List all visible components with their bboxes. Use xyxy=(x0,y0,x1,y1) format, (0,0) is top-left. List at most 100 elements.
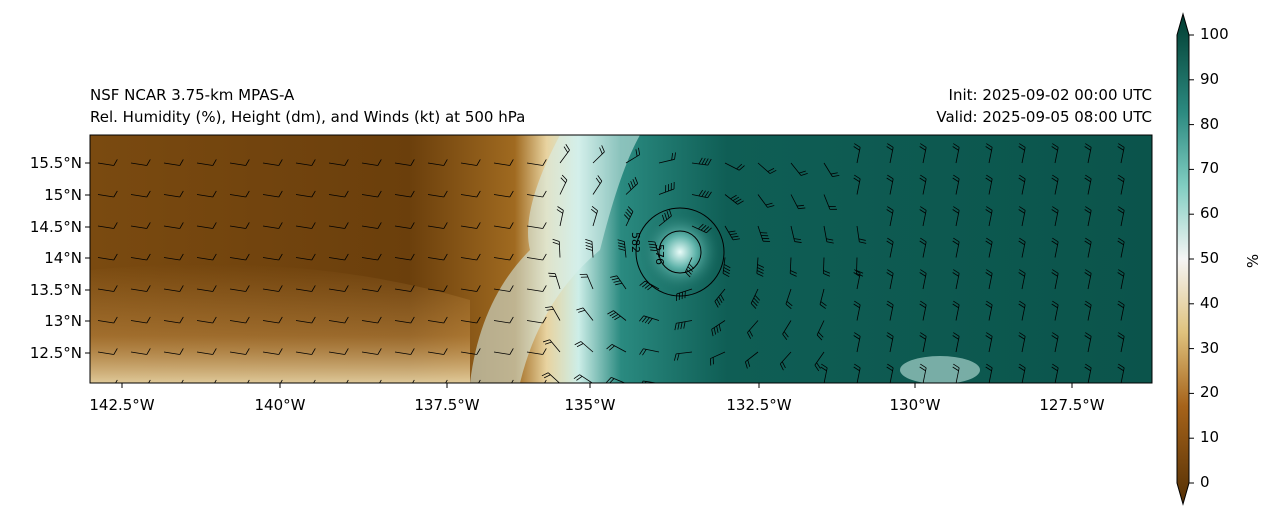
wind-barb xyxy=(262,190,283,198)
wind-barb xyxy=(541,372,561,383)
wind-barb xyxy=(493,285,514,292)
wind-barb xyxy=(1084,143,1092,164)
wind-barb xyxy=(163,316,184,324)
wind-barb xyxy=(756,257,765,277)
wind-barb xyxy=(853,174,861,195)
wind-barb xyxy=(952,237,960,258)
wind-barb xyxy=(328,348,349,355)
wind-barb xyxy=(97,222,118,229)
wind-barb xyxy=(952,143,960,164)
wind-barb xyxy=(610,275,627,290)
wind-barb xyxy=(691,189,712,199)
lon-tick-label: 137.5°W xyxy=(414,396,480,414)
colorbar-tick-label: 20 xyxy=(1200,383,1220,402)
wind-barb xyxy=(785,288,793,309)
wind-barb xyxy=(1051,363,1059,383)
wind-barb xyxy=(559,174,568,195)
wind-barb xyxy=(574,341,594,353)
wind-barb xyxy=(919,206,927,227)
wind-barb xyxy=(617,239,627,258)
wind-barb xyxy=(576,307,594,321)
wind-barb xyxy=(691,157,712,166)
wind-barb xyxy=(1018,300,1026,321)
wind-barb xyxy=(130,190,151,198)
wind-barb xyxy=(714,288,726,308)
wind-barb xyxy=(724,194,744,205)
wind-barb xyxy=(493,159,514,166)
lat-tick-label: 12.5°N xyxy=(29,344,82,362)
wind-barb xyxy=(853,332,861,353)
wind-barb xyxy=(823,225,834,244)
wind-barb xyxy=(1117,237,1125,258)
wind-barb xyxy=(262,285,283,292)
wind-barb xyxy=(427,190,448,198)
wind-barb xyxy=(262,316,283,324)
wind-barb xyxy=(985,363,993,383)
wind-barb xyxy=(1018,269,1026,290)
lon-tick-label: 130°W xyxy=(889,396,941,414)
wind-barb xyxy=(886,300,894,321)
wind-barb xyxy=(985,143,993,164)
wind-barb xyxy=(548,272,561,290)
wind-barb xyxy=(295,285,316,292)
wind-barb xyxy=(262,348,283,355)
wind-barb xyxy=(658,152,676,164)
wind-barb xyxy=(1051,174,1059,195)
wind-barb xyxy=(747,320,759,339)
lon-tick-label: 132.5°W xyxy=(726,396,792,414)
wind-barb xyxy=(658,182,675,195)
wind-barb xyxy=(573,374,593,383)
wind-barb xyxy=(820,363,828,383)
wind-barb xyxy=(493,253,514,261)
wind-barb xyxy=(460,348,481,355)
title-model: NSF NCAR 3.75-km MPAS-A xyxy=(90,86,295,104)
wind-barb xyxy=(1018,363,1026,383)
wind-barb xyxy=(196,159,217,166)
wind-barb xyxy=(328,285,349,292)
wind-barb xyxy=(427,222,448,229)
wind-barb xyxy=(552,238,561,258)
colorbar-tick-label: 30 xyxy=(1200,338,1220,357)
wind-barb xyxy=(823,194,837,210)
wind-barb xyxy=(427,285,448,292)
wind-barb xyxy=(163,222,184,229)
wind-barb xyxy=(328,253,349,261)
wind-barb xyxy=(130,316,151,324)
colorbar-tick-label: 70 xyxy=(1200,159,1220,178)
height-contour-576 xyxy=(658,230,702,274)
colorbar-tick-label: 50 xyxy=(1200,249,1220,267)
wind-barb xyxy=(361,285,382,292)
lat-tick-label: 15°N xyxy=(44,186,82,204)
wind-barb xyxy=(196,285,217,292)
wind-barb xyxy=(819,288,827,309)
lat-tick-label: 13.5°N xyxy=(29,281,82,299)
wind-barb xyxy=(1084,174,1092,195)
wind-barb xyxy=(985,300,993,321)
valid-time: Valid: 2025-09-05 08:00 UTC xyxy=(936,108,1152,126)
wind-barb xyxy=(919,363,927,383)
wind-barb xyxy=(1084,363,1092,383)
wind-barb xyxy=(361,316,382,324)
wind-barb xyxy=(814,351,825,372)
wind-barb xyxy=(97,253,118,261)
wind-barb xyxy=(757,225,771,242)
wind-barb xyxy=(1084,269,1092,290)
wind-barb xyxy=(97,348,118,355)
title-fields: Rel. Humidity (%), Height (dm), and Wind… xyxy=(90,108,526,126)
colorbar-tick-label: 60 xyxy=(1200,204,1220,223)
wind-barb xyxy=(460,253,481,261)
wind-barb xyxy=(1117,206,1125,227)
wind-barb xyxy=(647,240,660,258)
wind-barb xyxy=(658,209,672,227)
wind-barb xyxy=(886,143,894,164)
wind-barb xyxy=(427,253,448,261)
wind-barb xyxy=(394,348,415,355)
wind-barb xyxy=(639,348,660,356)
wind-barb xyxy=(790,162,808,176)
wind-barb xyxy=(427,348,448,355)
wind-barb xyxy=(919,300,927,321)
lat-tick-label: 15.5°N xyxy=(29,154,82,172)
wind-barb xyxy=(853,300,861,321)
lon-tick-label: 142.5°W xyxy=(89,396,155,414)
wind-barb xyxy=(229,190,250,198)
